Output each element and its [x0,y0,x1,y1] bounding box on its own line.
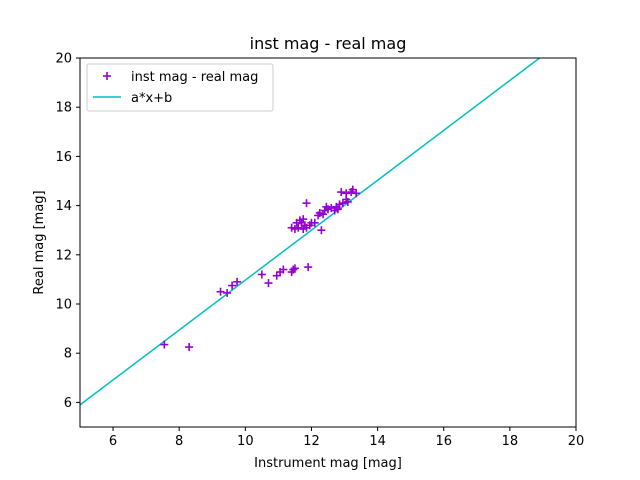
scatter-point [228,281,237,290]
scatter-point [290,264,299,273]
scatter-point [337,188,346,197]
scatter-point [319,210,328,219]
y-tick-label: 20 [55,52,72,67]
x-tick-label: 10 [237,434,254,449]
y-tick-label: 18 [55,101,72,116]
axes-frame [79,57,577,428]
y-tick-label: 14 [55,199,72,214]
scatter-point [185,343,194,352]
x-tick-label: 18 [502,434,519,449]
legend-marker-scatter [103,72,111,80]
y-tick-label: 10 [55,298,72,313]
scatter-point [302,199,311,208]
y-axis-label: Real mag [mag] [32,190,47,294]
chart-title: inst mag - real mag [250,34,407,53]
x-axis-label: Instrument mag [mag] [254,456,402,471]
scatter-point [343,197,352,206]
scatter-point [233,277,242,286]
scatter-point [223,288,232,297]
fit-line [80,58,541,406]
scatter-point [257,270,266,279]
y-tick-label: 12 [55,248,72,263]
scatter-point [352,189,361,198]
x-tick-label: 20 [568,434,585,449]
scatter-point [310,218,319,227]
plot-area [80,58,541,406]
x-tick-label: 16 [435,434,452,449]
scatter-point [160,340,169,349]
y-tick-label: 6 [64,396,72,411]
scatter-point [317,226,326,235]
legend: inst mag - real mag a*x+b [86,63,274,112]
y-tick-label: 8 [64,347,72,362]
scatter-point [304,263,313,272]
scatter-point [333,205,342,214]
scatter-point [216,287,225,296]
scatter-point [299,215,308,224]
x-axis: 6 8 10 12 14 16 18 20 [109,427,584,449]
y-tick-label: 16 [55,150,72,165]
legend-label-line: a*x+b [131,91,172,106]
scatter-point [342,189,351,198]
x-tick-label: 6 [109,434,117,449]
legend-box [86,63,274,112]
scatter-point [294,223,303,232]
y-axis: 6 8 10 12 14 16 18 20 [55,52,80,411]
scatter-point [289,265,298,274]
x-tick-label: 14 [369,434,386,449]
legend-label-scatter: inst mag - real mag [131,70,258,85]
x-tick-label: 8 [175,434,183,449]
scatter-point [279,265,288,274]
x-tick-label: 12 [303,434,320,449]
scatter-point [264,279,273,288]
